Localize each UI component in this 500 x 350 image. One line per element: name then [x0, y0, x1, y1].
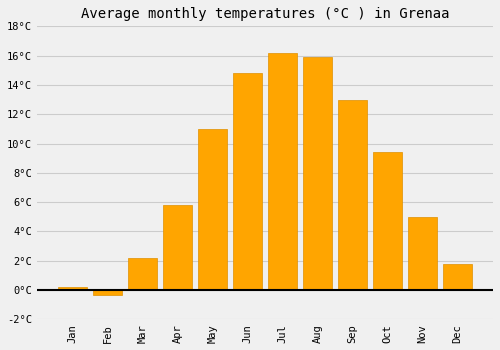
- Bar: [162, 205, 192, 290]
- Bar: [92, 290, 122, 295]
- Bar: [58, 287, 88, 290]
- Bar: [302, 57, 332, 290]
- Bar: [372, 152, 402, 290]
- Bar: [128, 258, 158, 290]
- Bar: [232, 73, 262, 290]
- Bar: [338, 99, 368, 290]
- Bar: [442, 264, 472, 290]
- Bar: [408, 217, 438, 290]
- Bar: [198, 129, 228, 290]
- Title: Average monthly temperatures (°C ) in Grenaa: Average monthly temperatures (°C ) in Gr…: [80, 7, 449, 21]
- Bar: [268, 52, 298, 290]
